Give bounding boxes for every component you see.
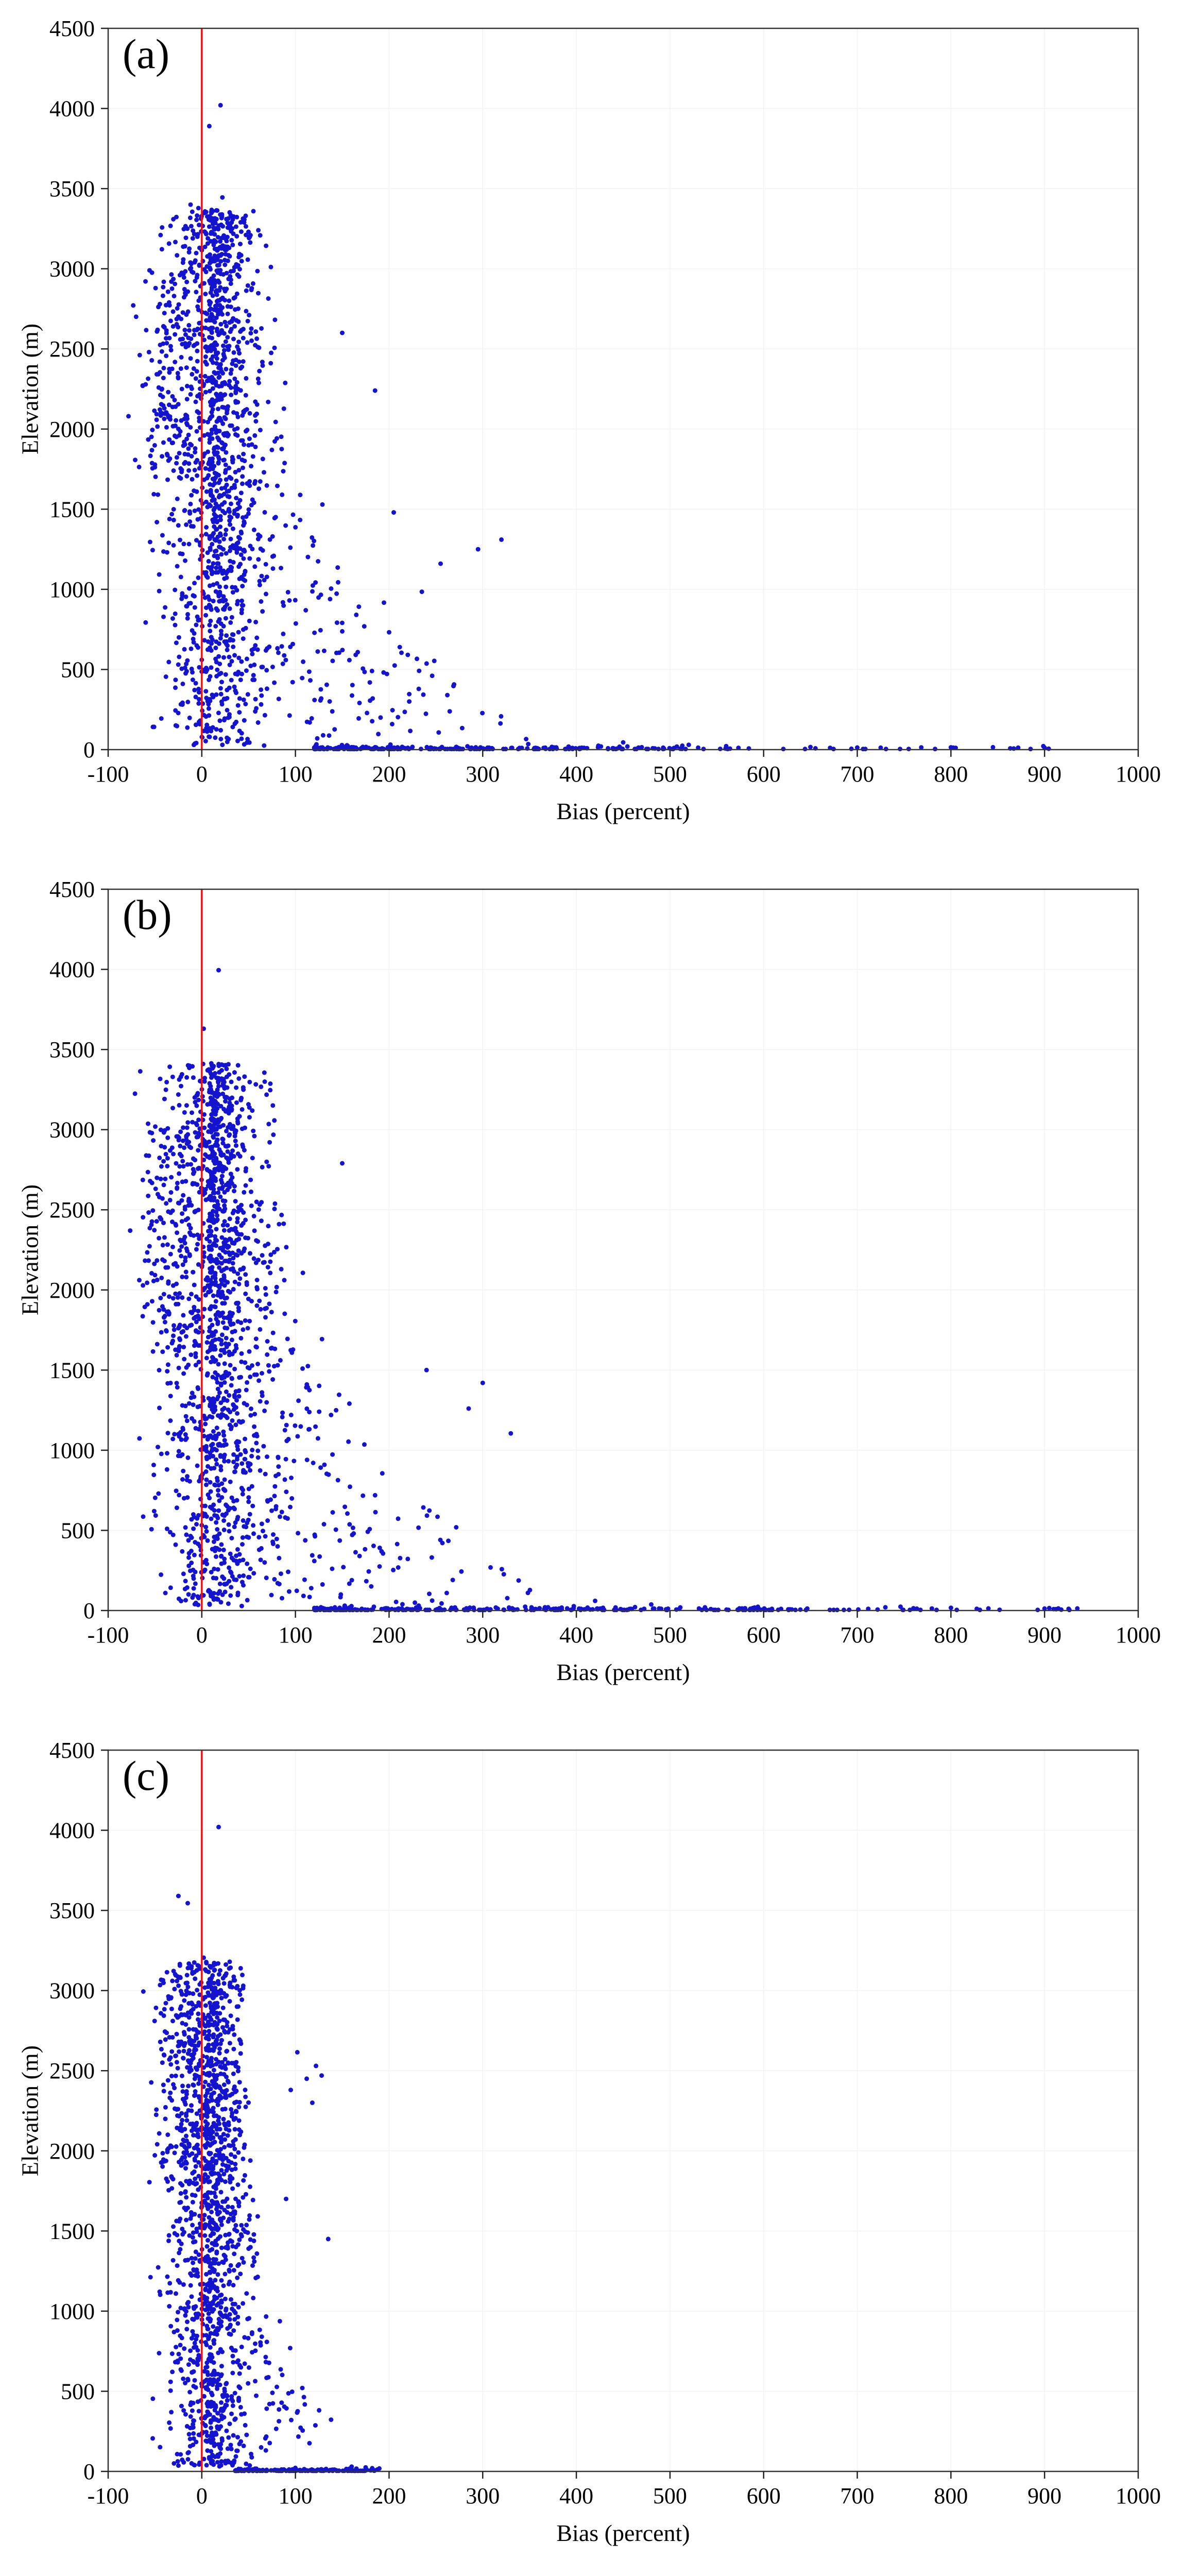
svg-text:100: 100 [279,1622,313,1648]
svg-text:300: 300 [466,761,500,787]
points-layer [126,103,1051,752]
panel-letter-a: (a) [123,30,170,77]
x-axis-label: Bias (percent) [556,798,690,824]
tick-labels: -100 0 100 200 300 400 500 600 700 800 900 10000500… [49,16,1161,787]
scatter-plot-b: -100 0 100 200 300 400 500 600 700 800 900 10000500… [49,877,1161,1648]
svg-text:500: 500 [653,1622,687,1648]
svg-text:900: 900 [1027,761,1061,787]
scatter-panel-a: -100 0 100 200 300 400 500 600 700 800 900 1000 0 500… [0,0,1200,861]
y-axis-label: Elevation (m) [16,1184,43,1316]
svg-text:2000: 2000 [49,417,95,442]
svg-text:700: 700 [841,1622,875,1648]
y-axis-label: Elevation (m) [16,2045,43,2177]
svg-text:4500: 4500 [49,877,95,902]
plot-border [107,888,1139,1612]
scatter-panel-c: -100 0 100 200 300 400 500 600 700 800 900 1000 0 500… [0,1722,1200,2576]
scatter-plot-c: -100 0 100 200 300 400 500 600 700 800 900 10000500… [49,1738,1161,2509]
svg-text:3500: 3500 [49,176,95,201]
svg-text:500: 500 [61,657,95,682]
svg-text:400: 400 [559,761,593,787]
svg-text:3500: 3500 [49,1037,95,1062]
svg-text:0: 0 [196,1622,208,1648]
plot-border [107,27,1139,751]
svg-text:1000: 1000 [1116,761,1161,787]
scatter-plot-a: -100 0 100 200 300 400 500 600 700 800 900 10000500… [49,16,1161,787]
svg-text:900: 900 [1027,1622,1061,1648]
grid [108,1750,1138,2471]
svg-text:300: 300 [466,1622,500,1648]
svg-text:1000: 1000 [1116,1622,1161,1648]
svg-text:600: 600 [747,1622,781,1648]
svg-text:100: 100 [279,761,313,787]
svg-text:1000: 1000 [49,577,95,602]
svg-text:1500: 1500 [49,497,95,522]
panel-letter-c: (c) [123,1752,170,1799]
svg-text:-100: -100 [88,1622,129,1648]
plot-border [107,1749,1139,2472]
x-axis-label: Bias (percent) [556,1659,690,1685]
panel-letter-b: (b) [123,891,172,938]
svg-text:1000: 1000 [49,1438,95,1463]
svg-text:800: 800 [934,761,968,787]
svg-text:200: 200 [372,761,406,787]
svg-text:4000: 4000 [49,96,95,122]
tick-labels: -100 0 100 200 300 400 500 600 700 800 900 10000500… [49,877,1161,1648]
svg-text:2000: 2000 [49,1278,95,1303]
svg-text:0: 0 [196,761,208,787]
svg-text:2500: 2500 [49,336,95,362]
y-axis-label: Elevation (m) [16,323,43,455]
axis-ticks [101,27,1139,757]
svg-text:3000: 3000 [49,257,95,282]
grid [108,28,1138,750]
x-axis-label: Bias (percent) [556,2520,690,2546]
svg-text:400: 400 [559,1622,593,1648]
svg-text:700: 700 [841,761,875,787]
svg-text:4500: 4500 [49,16,95,41]
svg-text:4000: 4000 [49,957,95,982]
grid [108,889,1138,1611]
svg-text:1500: 1500 [49,1358,95,1383]
svg-text:0: 0 [83,1598,95,1623]
svg-text:2500: 2500 [49,1197,95,1223]
svg-text:500: 500 [653,761,687,787]
tick-labels: -100 0 100 200 300 400 500 600 700 800 900 10000500… [49,1738,1161,2509]
svg-text:0: 0 [83,737,95,762]
svg-text:600: 600 [747,761,781,787]
points-layer [128,968,1080,1613]
axis-ticks [101,1749,1139,2479]
axis-ticks [101,888,1139,1618]
scatter-panel-b: -100 0 100 200 300 400 500 600 700 800 900 1000 0 500… [0,861,1200,1722]
svg-text:-100: -100 [88,761,129,787]
svg-text:3000: 3000 [49,1117,95,1143]
svg-text:800: 800 [934,1622,968,1648]
svg-text:500: 500 [61,1518,95,1543]
svg-text:200: 200 [372,1622,406,1648]
